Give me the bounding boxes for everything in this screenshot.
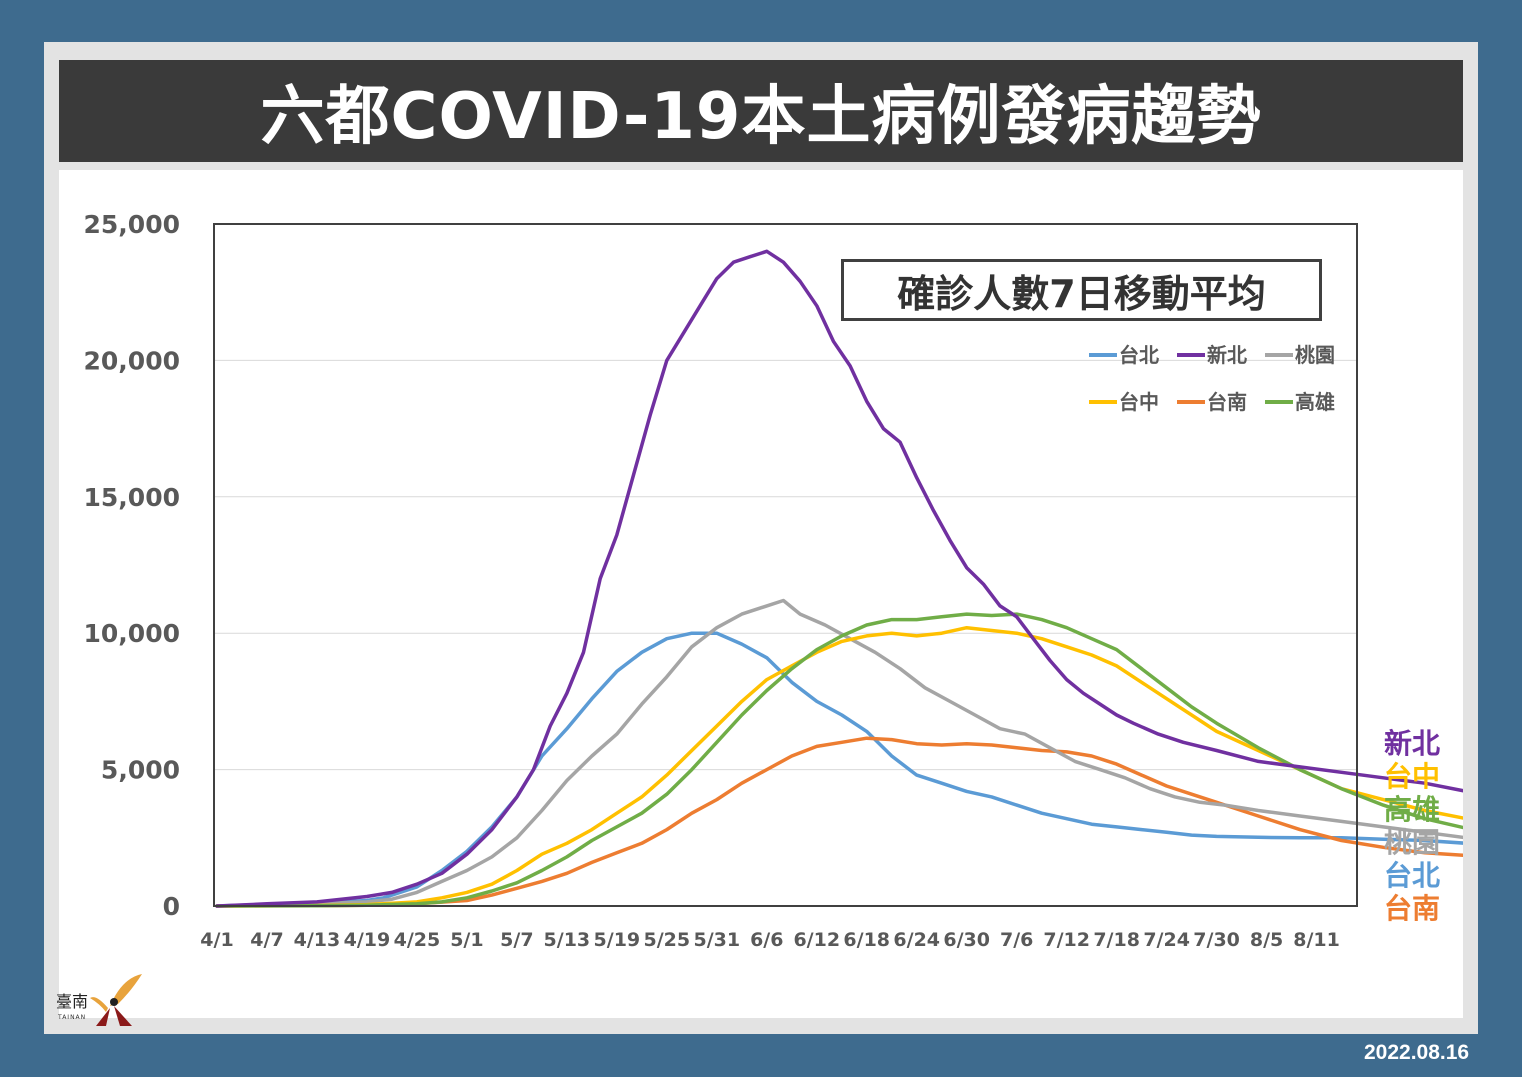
x-tick-label: 6/12: [793, 929, 840, 951]
page-title: 六都COVID-19本土病例發病趨勢: [260, 80, 1262, 154]
right-label-taichung: 台中: [1384, 760, 1441, 793]
y-tick-label: 20,000: [84, 346, 180, 375]
x-tick-label: 7/24: [1143, 929, 1190, 951]
plot-area-border: [213, 223, 1358, 907]
series-line-高雄: [215, 612, 1463, 908]
right-label-newtaipei: 新北: [1384, 727, 1441, 760]
x-tick-label: 8/5: [1250, 929, 1283, 951]
tainan-logo: 臺南 TAINAN: [52, 972, 148, 1028]
x-tick-label: 4/7: [250, 929, 283, 951]
series-line-台南: [215, 736, 1463, 908]
right-label-kaohsiung: 高雄: [1384, 793, 1441, 826]
logo-subtext: TAINAN: [58, 1014, 87, 1021]
x-tick-label: 5/13: [544, 929, 591, 951]
series-line-台中: [215, 625, 1463, 908]
y-tick-label: 25,000: [84, 210, 180, 239]
title-bar: 六都COVID-19本土病例發病趨勢: [59, 60, 1463, 162]
series-line-新北: [215, 249, 1463, 908]
legend-entry: 桃園: [1295, 343, 1335, 367]
series-lines: [215, 249, 1463, 908]
right-label-taipei: 台北: [1384, 859, 1441, 892]
y-tick-label: 0: [163, 892, 180, 921]
x-tick-label: 7/30: [1193, 929, 1240, 951]
legend-entry: 台中: [1119, 390, 1159, 414]
x-tick-label: 4/19: [344, 929, 391, 951]
legend-entry: 新北: [1207, 343, 1247, 367]
x-tick-label: 6/24: [893, 929, 940, 951]
x-tick-label: 6/6: [750, 929, 783, 951]
y-tick-label: 5,000: [101, 756, 180, 785]
y-tick-label: 15,000: [84, 483, 180, 512]
right-label-taoyuan: 桃園: [1384, 826, 1441, 859]
gridlines: [214, 359, 1357, 771]
chart-title: 確診人數7日移動平均: [897, 271, 1266, 316]
y-axis-ticks: 0 5,000 10,000 15,000 20,000 25,000: [84, 210, 180, 921]
x-tick-label: 7/18: [1093, 929, 1140, 951]
legend-entry: 台南: [1207, 390, 1247, 414]
x-tick-label: 4/1: [200, 929, 233, 951]
x-tick-label: 6/30: [943, 929, 990, 951]
x-tick-label: 5/25: [644, 929, 691, 951]
x-tick-label: 7/6: [1000, 929, 1033, 951]
chart-title-box: 確診人數7日移動平均: [841, 259, 1322, 321]
legend-entry: 高雄: [1295, 390, 1335, 414]
x-tick-label: 4/25: [394, 929, 441, 951]
right-series-labels: 新北 台中 高雄 桃園 台北 台南: [1384, 727, 1448, 925]
tainan-logo-icon: [90, 974, 142, 1026]
x-tick-label: 5/19: [594, 929, 641, 951]
x-tick-label: 7/12: [1043, 929, 1090, 951]
legend-entry: 台北: [1119, 343, 1159, 367]
series-line-桃園: [215, 598, 1463, 908]
x-tick-label: 4/13: [294, 929, 341, 951]
x-tick-label: 5/1: [450, 929, 483, 951]
right-label-tainan: 台南: [1384, 892, 1441, 925]
x-tick-label: 5/31: [693, 929, 740, 951]
x-tick-label: 5/7: [500, 929, 533, 951]
x-tick-label: 8/11: [1293, 929, 1340, 951]
logo-text: 臺南: [56, 992, 89, 1011]
y-tick-label: 10,000: [84, 619, 180, 648]
date-stamp: 2022.08.16: [1364, 1041, 1470, 1064]
x-tick-label: 6/18: [843, 929, 890, 951]
x-axis-ticks: 4/1 4/7 4/13 4/19 4/25 5/1 5/7 5/13 5/19 5/25 5/31…: [200, 929, 1340, 951]
